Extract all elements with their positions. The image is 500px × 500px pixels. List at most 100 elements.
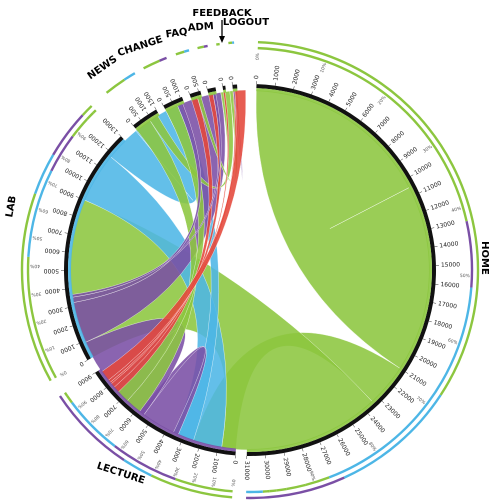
- outer-band-out-home: [465, 221, 474, 288]
- segment-arc-change: [163, 96, 184, 110]
- outer-band-in-lab: [34, 154, 55, 195]
- feedback-arrowhead-icon: [219, 36, 225, 43]
- tick-label-home: 7000: [376, 115, 392, 131]
- tick-label-lecture: 0: [231, 460, 238, 465]
- tick-change: [161, 102, 164, 106]
- tick-label-home: 9000: [402, 146, 419, 161]
- pct-label-lecture: 10%: [209, 476, 217, 488]
- tick-label-lab: 5000: [44, 267, 59, 274]
- outer-band-out-lab: [71, 118, 88, 138]
- segment-label-lab: LAB: [4, 195, 19, 218]
- pct-label-home: 90%: [308, 470, 317, 482]
- tick-label-lab: 12000: [87, 131, 106, 149]
- segment-arc-feedback: [222, 85, 226, 91]
- tick-change: [178, 94, 181, 98]
- tick-label-lab: 2000: [52, 324, 69, 335]
- tick-label-home: 5000: [345, 91, 359, 108]
- segment-label-change: CHANGE: [116, 34, 164, 59]
- segment-inner-band-logout: [232, 88, 238, 92]
- outer-band-in-adm: [203, 44, 208, 48]
- segment-arc-logout: [232, 84, 238, 89]
- tick-lab: [76, 343, 80, 345]
- pct-label-lab: 30%: [30, 290, 41, 297]
- tick-label-home: 22000: [396, 388, 415, 406]
- outer-band-in-home: [343, 394, 442, 479]
- tick-label-lab: 10000: [64, 166, 84, 181]
- outer-band-in-home: [257, 40, 480, 396]
- tick-label-home: 26000: [336, 437, 351, 457]
- tick-home: [405, 371, 409, 374]
- outer-band-in-lab: [20, 193, 52, 382]
- tick-label-home: 23000: [383, 402, 402, 421]
- tick-home: [319, 442, 322, 446]
- tick-change: [170, 98, 172, 102]
- tick-label-home: 16000: [440, 281, 460, 289]
- tick-label-news: 0: [125, 116, 133, 124]
- tick-home: [311, 91, 313, 95]
- tick-faq: [188, 91, 190, 95]
- segment-label-news: NEWS: [86, 54, 120, 82]
- pct-label-lecture: 0%: [229, 479, 236, 487]
- tick-label-home: 21000: [408, 372, 428, 388]
- tick-home: [375, 130, 378, 133]
- tick-lab: [75, 196, 79, 198]
- tick-label-home: 30000: [262, 460, 271, 480]
- tick-lab: [64, 307, 68, 309]
- pct-label-lecture: 90%: [76, 399, 88, 410]
- outer-band-out-lecture: [63, 392, 69, 397]
- tick-home: [414, 355, 418, 358]
- segment-label-adm: ADM: [187, 21, 214, 34]
- tick-label-home: 24000: [369, 415, 387, 434]
- outer-band-out-home: [328, 287, 473, 479]
- tick-label-lecture: 4000: [151, 438, 164, 455]
- tick-label-lecture: 5000: [134, 428, 148, 445]
- tick-lecture: [216, 452, 218, 457]
- tick-label-home: 27000: [319, 446, 333, 466]
- outer-band-out-lab: [50, 135, 74, 172]
- tick-lab: [69, 325, 73, 328]
- tick-label-faq: 500: [190, 74, 200, 87]
- tick-label-home: 19000: [426, 337, 446, 351]
- segment-arc-faq: [189, 90, 202, 98]
- outer-band-in-news: [123, 72, 136, 81]
- tick-label-home: 14000: [439, 240, 459, 249]
- tick-news: [146, 111, 149, 115]
- tick-label-home: 2000: [291, 68, 301, 85]
- tick-label-change: 500: [161, 85, 172, 99]
- tick-label-home: 28000: [300, 452, 312, 472]
- tick-label-home: 17000: [437, 300, 457, 310]
- tick-home: [388, 143, 392, 147]
- tick-label-lecture: 6000: [117, 416, 132, 432]
- tick-label-lab: 0: [78, 360, 85, 368]
- tick-home: [367, 413, 371, 417]
- pct-label-home: 80%: [367, 441, 378, 453]
- outer-band-in-home: [246, 476, 345, 500]
- outer-band-in-lecture: [123, 459, 152, 477]
- outer-band-out-lab: [86, 111, 95, 121]
- segment-arc-adm: [207, 87, 217, 93]
- tick-label-home: 20000: [418, 355, 438, 370]
- tick-label-lecture: 2000: [190, 453, 201, 470]
- segment-label-faq: FAQ: [165, 27, 188, 41]
- tick-lecture: [197, 448, 199, 452]
- outer-band-in-change: [159, 56, 167, 62]
- pct-label-lab: 10%: [43, 344, 55, 354]
- tick-lecture: [145, 425, 148, 428]
- tick-home: [426, 209, 430, 211]
- tick-label-home: 8000: [390, 130, 406, 146]
- tick-news: [130, 122, 134, 126]
- pct-label-lecture: 30%: [171, 466, 180, 478]
- tick-label-home: 11000: [422, 180, 442, 194]
- tick-label-home: 15000: [441, 261, 460, 268]
- tick-lecture: [116, 401, 119, 405]
- tick-label-logout: 0: [228, 76, 235, 81]
- outer-band-out-lecture: [66, 395, 73, 404]
- tick-news: [138, 117, 141, 120]
- tick-home: [419, 191, 423, 194]
- outer-band-out-home: [269, 489, 277, 493]
- outer-band-out-lab: [27, 170, 53, 257]
- pct-label-lecture: 50%: [135, 449, 146, 461]
- pct-label-lab: 70%: [47, 179, 59, 189]
- segment-label-home: HOME: [479, 241, 490, 275]
- outer-band-in-news: [105, 78, 126, 94]
